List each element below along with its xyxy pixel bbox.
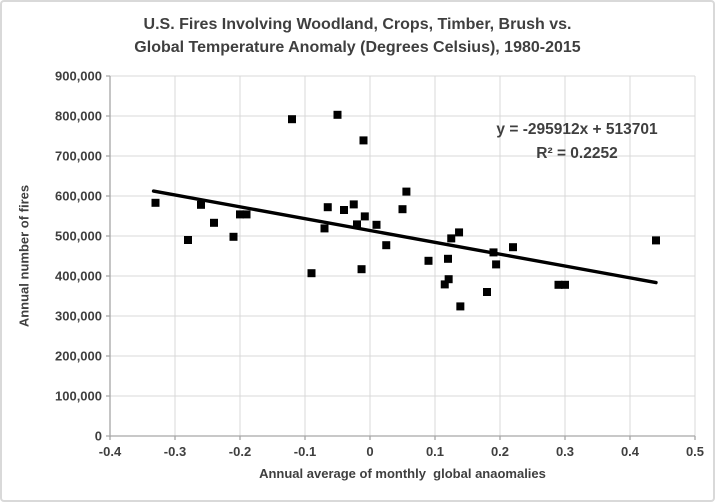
x-axis-title: Annual average of monthly global anaomal…	[259, 466, 546, 481]
x-tick-label: 0.1	[426, 444, 444, 459]
data-point-marker	[561, 280, 569, 289]
y-tick-label: 500,000	[55, 229, 102, 244]
data-point-marker	[483, 288, 491, 296]
y-tick-label: 600,000	[55, 189, 102, 204]
data-point-marker	[444, 254, 452, 263]
x-tick-label: 0.3	[556, 444, 574, 459]
x-tick-label: 0.4	[621, 444, 640, 459]
data-point-marker	[489, 248, 498, 257]
data-point-marker	[372, 220, 381, 229]
x-tick-label: -0.2	[229, 444, 251, 459]
chart-title-line2: Global Temperature Anomaly (Degrees Cels…	[134, 39, 581, 56]
data-point-marker	[307, 269, 316, 278]
x-tick-label: 0	[366, 444, 373, 459]
data-point-marker	[242, 210, 251, 219]
y-tick-label: 200,000	[55, 349, 102, 364]
chart-title-line1: U.S. Fires Involving Woodland, Crops, Ti…	[143, 16, 572, 33]
y-tick-label: 0	[95, 429, 102, 444]
y-tick-label: 900,000	[55, 69, 102, 84]
trendline	[151, 189, 658, 285]
data-point-marker	[333, 110, 342, 119]
data-point-marker	[184, 236, 192, 244]
data-point-marker	[288, 115, 296, 124]
data-point-marker	[340, 206, 348, 214]
y-tick-label: 300,000	[55, 309, 102, 324]
data-point-marker	[353, 220, 361, 229]
data-point-marker	[349, 200, 358, 209]
data-point-marker	[402, 187, 411, 196]
x-tick-label: -0.4	[99, 444, 122, 459]
chart-title: U.S. Fires Involving Woodland, Crops, Ti…	[2, 13, 713, 59]
y-axis-title: Annual number of fires	[16, 184, 32, 328]
data-point-marker	[320, 224, 329, 233]
data-point-marker	[382, 241, 391, 250]
data-point-marker	[398, 205, 407, 214]
x-tick-label: 0.5	[686, 444, 704, 459]
data-point-marker	[492, 260, 501, 269]
x-tick-label: 0.2	[491, 444, 509, 459]
y-tick-label: 400,000	[55, 269, 102, 284]
data-point-marker	[229, 232, 238, 241]
data-point-marker	[447, 234, 456, 243]
data-point-marker	[357, 265, 366, 274]
r-squared-label: R² = 0.2252	[536, 145, 618, 162]
x-tick-label: -0.3	[164, 444, 186, 459]
data-point-marker	[554, 280, 563, 289]
data-point-marker	[197, 200, 205, 209]
data-point-marker	[424, 256, 433, 265]
data-point-marker	[440, 280, 449, 289]
data-point-marker	[509, 243, 517, 252]
y-tick-label: 100,000	[55, 389, 102, 404]
y-tick-label: 800,000	[55, 109, 102, 124]
y-tick-label: 700,000	[55, 149, 102, 164]
data-point-marker	[323, 203, 332, 212]
data-point-marker	[444, 275, 453, 284]
data-point-marker	[210, 218, 218, 227]
data-point-marker	[151, 198, 160, 207]
trendline-annotation: y = -295912x + 513701 R² = 0.2252	[447, 118, 707, 166]
data-point-marker	[236, 210, 244, 219]
data-point-marker	[455, 228, 464, 237]
trendline-equation-label: y = -295912x + 513701	[496, 121, 658, 138]
data-point-marker	[652, 236, 660, 245]
x-tick-label: -0.1	[294, 444, 316, 459]
data-point-marker	[456, 302, 465, 311]
data-point-marker	[359, 136, 368, 145]
data-point-marker	[360, 212, 369, 221]
